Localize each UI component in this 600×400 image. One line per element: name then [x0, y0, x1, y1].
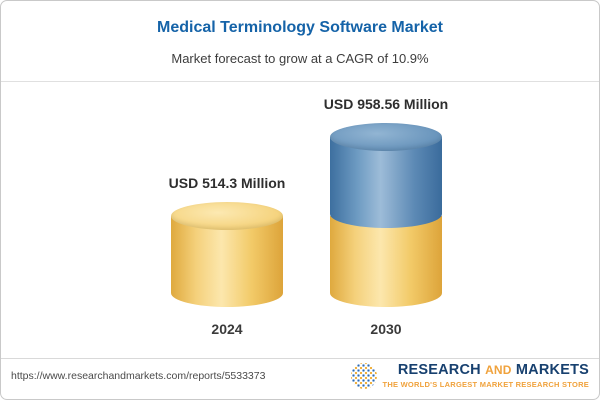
logo-text: RESEARCH AND MARKETS THE WORLD'S LARGEST… [382, 362, 589, 389]
source-url: https://www.researchandmarkets.com/repor… [11, 370, 266, 382]
logo-word-markets: MARKETS [515, 362, 589, 378]
logo-word-research: RESEARCH [397, 362, 481, 378]
axis-label-2030: 2030 [370, 321, 402, 337]
bar-2024-body [171, 216, 283, 307]
logo: RESEARCH AND MARKETS THE WORLD'S LARGEST… [350, 362, 589, 390]
logo-word-and: AND [485, 363, 512, 377]
page-title: Medical Terminology Software Market [157, 19, 443, 36]
page-subtitle: Market forecast to grow at a CAGR of 10.… [171, 51, 429, 66]
value-label-2030: USD 958.56 Million [323, 96, 449, 112]
header-divider [1, 81, 599, 82]
bar-2030-cap [330, 123, 442, 151]
bar-2024-cap [171, 202, 283, 230]
globe-icon [350, 363, 377, 390]
value-label-2024: USD 514.3 Million [168, 175, 286, 191]
logo-wordmark: RESEARCH AND MARKETS [383, 362, 589, 379]
bar-2030-base-segment [330, 216, 442, 307]
footer-divider [1, 358, 599, 359]
bar-2030-growth-segment [330, 137, 442, 228]
logo-tagline: THE WORLD'S LARGEST MARKET RESEARCH STOR… [382, 379, 589, 389]
axis-label-2024: 2024 [211, 321, 243, 337]
